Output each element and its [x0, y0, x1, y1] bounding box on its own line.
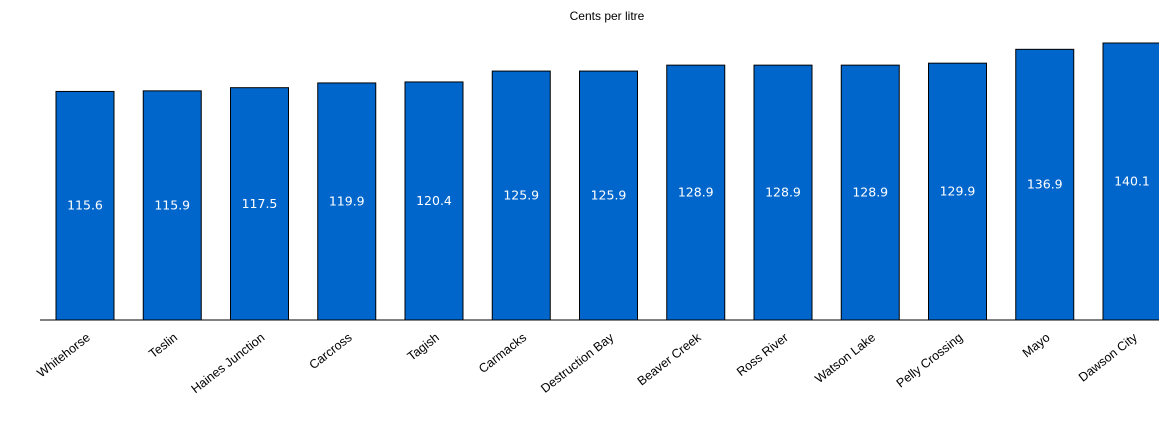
bar-value-label: 125.9 [503, 188, 539, 203]
x-tick-label: Carmacks [476, 330, 529, 376]
x-tick-labels-group: Whitehorse Teslin Haines Junction Carcross T… [34, 330, 1140, 396]
bar-value-label: 120.4 [416, 193, 452, 208]
bar-3 [317, 82, 377, 321]
bar-value-label: 136.9 [1027, 177, 1063, 192]
bar-value-label: 128.9 [678, 185, 714, 200]
bar-value-label: 140.1 [1114, 174, 1150, 189]
x-tick-label: Ross River [734, 330, 791, 379]
x-tick-label: Pelly Crossing [894, 330, 966, 390]
bar-2 [230, 87, 289, 321]
bar-value-label: 115.6 [67, 198, 103, 213]
x-tick-label: Haines Junction [189, 330, 268, 396]
x-tick-label: Watson Lake [812, 330, 878, 386]
x-tick-label: Tagish [405, 330, 442, 363]
x-tick-label: Destruction Bay [538, 330, 617, 396]
bar-value-label: 128.9 [852, 185, 888, 200]
value-labels-group: 115.6 115.9 117.5 119.9 120.4 125.9 125.9 128.9… [67, 174, 1150, 213]
bar-value-label: 125.9 [591, 188, 627, 203]
bar-12 [1102, 42, 1159, 321]
bar-11 [1015, 48, 1075, 321]
bar-value-label: 119.9 [329, 193, 365, 208]
x-tick-label: Beaver Creek [635, 330, 704, 389]
bar-value-label: 117.5 [242, 196, 278, 211]
x-tick-label: Dawson City [1076, 330, 1140, 385]
bar-1 [142, 90, 202, 321]
bar-7 [666, 64, 726, 321]
bar-0 [55, 90, 115, 321]
bar-9 [840, 64, 900, 321]
x-tick-label: Teslin [146, 330, 180, 361]
x-tick-label: Whitehorse [34, 330, 92, 380]
bars-group [55, 42, 1159, 321]
bar-value-label: 129.9 [940, 184, 976, 199]
x-tick-label: Carcross [307, 330, 355, 372]
bar-value-label: 115.9 [154, 197, 190, 212]
bar-10 [928, 62, 987, 321]
bar-5 [491, 70, 551, 321]
bar-value-label: 128.9 [765, 185, 801, 200]
x-tick-label: Mayo [1020, 330, 1053, 360]
bar-4 [404, 81, 464, 321]
chart-title: Cents per litre [570, 9, 645, 23]
